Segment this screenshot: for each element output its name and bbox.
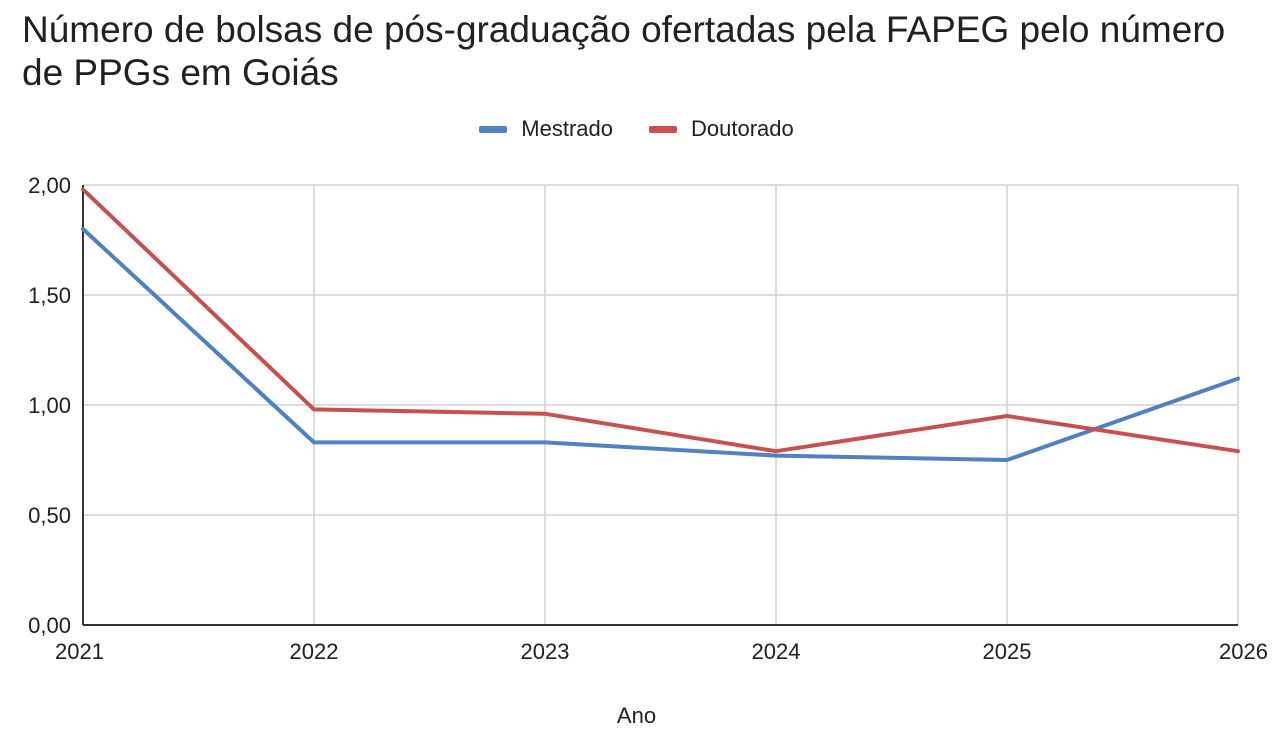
- legend-label-doutorado: Doutorado: [690, 116, 794, 141]
- y-tick-label: 0,00: [28, 613, 71, 638]
- x-tick-label: 2026: [1219, 639, 1268, 664]
- legend-swatch-mestrado: [479, 125, 508, 133]
- legend-swatch-doutorado: [648, 125, 677, 133]
- series-line-mestrado: [81, 227, 1240, 462]
- y-tick-label: 1,00: [28, 393, 71, 418]
- series-line-doutorado: [81, 187, 1240, 454]
- x-tick-label: 2021: [55, 639, 104, 664]
- x-tick-label: 2024: [752, 639, 801, 664]
- legend-item-mestrado: Mestrado: [479, 116, 613, 142]
- chart-legend: Mestrado Doutorado: [0, 116, 1273, 142]
- x-axis-label: Ano: [616, 703, 657, 728]
- x-tick-label: 2022: [290, 639, 339, 664]
- y-tick-label: 2,00: [28, 173, 71, 198]
- x-tick-label: 2025: [983, 639, 1032, 664]
- y-tick-label: 1,50: [28, 283, 71, 308]
- y-tick-label: 0,50: [28, 503, 71, 528]
- chart-title: Número de bolsas de pós-graduação oferta…: [22, 9, 1226, 93]
- legend-item-doutorado: Doutorado: [648, 116, 794, 142]
- legend-label-mestrado: Mestrado: [521, 116, 613, 141]
- x-tick-label: 2023: [521, 639, 570, 664]
